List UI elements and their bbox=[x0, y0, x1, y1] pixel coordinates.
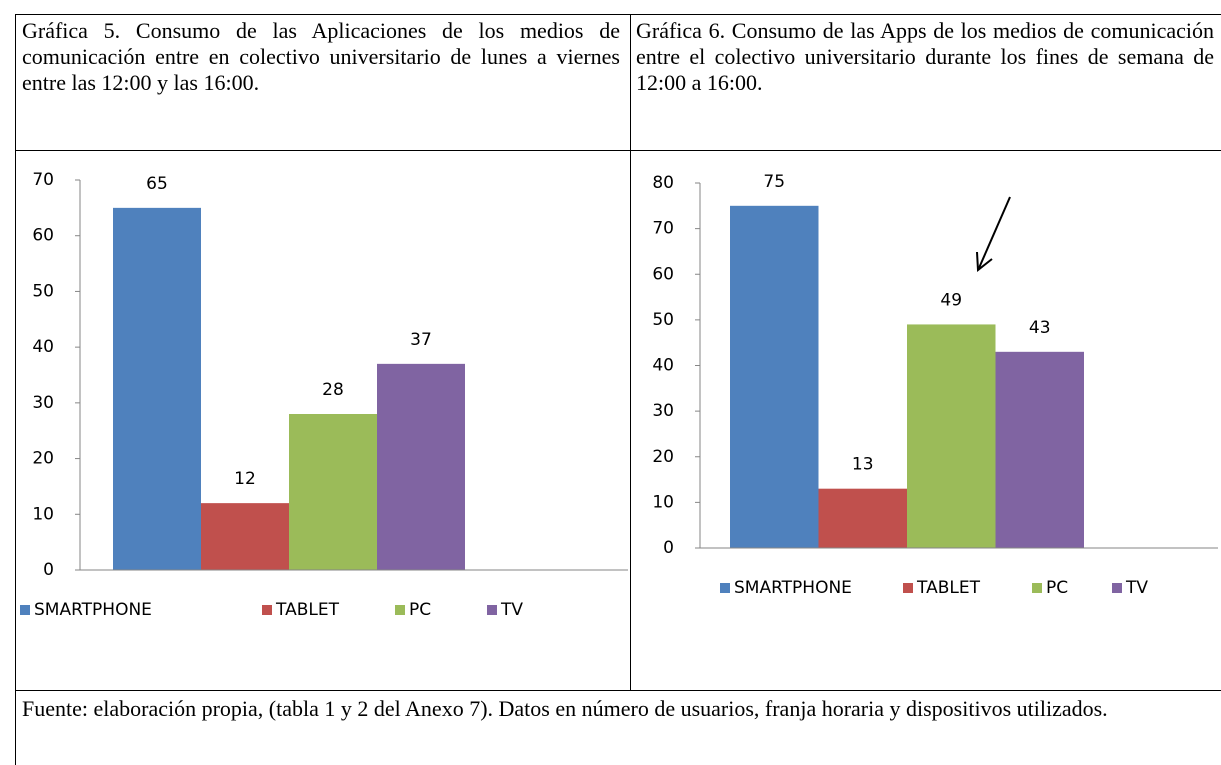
legend-label: TV bbox=[500, 600, 523, 620]
data-label: 65 bbox=[146, 174, 168, 194]
legend-label: TV bbox=[1125, 578, 1148, 598]
y-tick-label: 50 bbox=[652, 310, 674, 330]
y-tick-label: 60 bbox=[32, 226, 54, 246]
y-tick-label: 70 bbox=[652, 219, 674, 239]
border bbox=[15, 690, 1221, 691]
legend-swatch bbox=[1112, 583, 1122, 593]
y-tick-label: 0 bbox=[43, 560, 54, 580]
y-tick-label: 70 bbox=[32, 170, 54, 190]
source-note: Fuente: elaboración propia, (tabla 1 y 2… bbox=[22, 696, 1108, 721]
legend-label: PC bbox=[1046, 578, 1068, 598]
border bbox=[630, 14, 631, 690]
data-label: 43 bbox=[1029, 318, 1051, 338]
bar bbox=[377, 363, 465, 570]
y-tick-label: 40 bbox=[32, 337, 54, 357]
y-tick-label: 30 bbox=[32, 393, 54, 413]
caption: Gráfica 5. Consumo de las Aplicaciones d… bbox=[22, 18, 620, 95]
legend-swatch bbox=[487, 605, 497, 615]
legend-label: PC bbox=[409, 600, 431, 620]
data-label: 49 bbox=[940, 290, 962, 310]
legend-swatch bbox=[20, 605, 30, 615]
y-tick-label: 60 bbox=[652, 264, 674, 284]
y-tick-label: 80 bbox=[652, 173, 674, 193]
border bbox=[15, 14, 16, 765]
data-label: 13 bbox=[852, 455, 874, 475]
data-label: 37 bbox=[410, 330, 432, 350]
bar bbox=[818, 488, 907, 548]
legend-swatch bbox=[720, 583, 730, 593]
y-tick-label: 10 bbox=[32, 504, 54, 524]
bar bbox=[113, 207, 201, 570]
legend-label: SMARTPHONE bbox=[734, 578, 852, 598]
y-tick-label: 20 bbox=[652, 447, 674, 467]
bar bbox=[995, 351, 1084, 548]
legend-label: SMARTPHONE bbox=[34, 600, 152, 620]
y-tick-label: 20 bbox=[32, 449, 54, 469]
legend-swatch bbox=[395, 605, 405, 615]
data-label: 28 bbox=[322, 380, 344, 400]
annotation-arrow bbox=[976, 196, 1011, 272]
legend-swatch bbox=[903, 583, 913, 593]
bar bbox=[907, 324, 996, 548]
data-label: 75 bbox=[763, 172, 785, 192]
y-tick-label: 0 bbox=[663, 538, 674, 558]
caption: Gráfica 6. Consumo de las Apps de los me… bbox=[636, 18, 1214, 95]
legend-label: TABLET bbox=[275, 600, 340, 620]
legend-swatch bbox=[1032, 583, 1042, 593]
y-tick-label: 30 bbox=[652, 401, 674, 421]
y-tick-label: 10 bbox=[652, 492, 674, 512]
y-tick-label: 40 bbox=[652, 356, 674, 376]
data-label: 12 bbox=[234, 469, 256, 489]
border bbox=[15, 14, 1221, 15]
legend-label: TABLET bbox=[916, 578, 981, 598]
bar bbox=[201, 503, 289, 570]
y-tick-label: 50 bbox=[32, 281, 54, 301]
legend-swatch bbox=[262, 605, 272, 615]
bar bbox=[289, 414, 377, 570]
border bbox=[15, 150, 1221, 151]
bar bbox=[730, 205, 819, 548]
